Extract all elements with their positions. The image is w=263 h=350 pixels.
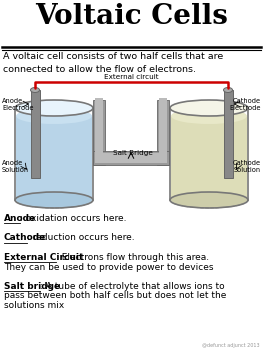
Ellipse shape bbox=[224, 88, 232, 92]
Text: : reduction occurs here.: : reduction occurs here. bbox=[27, 233, 134, 243]
Text: Anode: Anode bbox=[4, 214, 36, 223]
Bar bbox=[16, 116, 92, 200]
Text: Cathode
Solution: Cathode Solution bbox=[233, 160, 261, 174]
Bar bbox=[93, 151, 169, 165]
Text: : A tube of electrolyte that allows ions to: : A tube of electrolyte that allows ions… bbox=[40, 282, 224, 291]
Text: Voltaic Cells: Voltaic Cells bbox=[35, 3, 228, 30]
Text: Anode
Solution: Anode Solution bbox=[2, 160, 29, 174]
Bar bbox=[171, 116, 247, 200]
Bar bbox=[31, 90, 39, 178]
Text: External circuit: External circuit bbox=[104, 74, 158, 80]
Text: They can be used to provide power to devices: They can be used to provide power to dev… bbox=[4, 262, 214, 272]
Bar bbox=[95, 98, 103, 161]
Ellipse shape bbox=[16, 192, 92, 208]
Text: Cathode: Cathode bbox=[4, 233, 46, 243]
Ellipse shape bbox=[15, 100, 93, 116]
Ellipse shape bbox=[16, 108, 92, 124]
Text: solutions mix: solutions mix bbox=[4, 301, 64, 310]
Text: @defunct adjunct 2013: @defunct adjunct 2013 bbox=[202, 343, 260, 348]
Bar bbox=[95, 153, 167, 163]
Text: Anode
Electrode: Anode Electrode bbox=[2, 98, 33, 112]
Ellipse shape bbox=[171, 108, 247, 124]
Ellipse shape bbox=[171, 192, 247, 208]
Text: Cathode
Electrode: Cathode Electrode bbox=[230, 98, 261, 112]
Text: Salt bridge: Salt bridge bbox=[4, 282, 60, 291]
Text: Salt Bridge: Salt Bridge bbox=[113, 150, 153, 156]
Text: : Electrons flow through this area.: : Electrons flow through this area. bbox=[56, 253, 209, 262]
Bar bbox=[157, 100, 169, 165]
Text: External Circuit: External Circuit bbox=[4, 253, 83, 262]
Bar bbox=[224, 90, 232, 178]
Ellipse shape bbox=[31, 88, 39, 92]
Text: A voltaic cell consists of two half cells that are
connected to allow the flow o: A voltaic cell consists of two half cell… bbox=[3, 52, 223, 74]
Ellipse shape bbox=[170, 100, 248, 116]
Text: : oxidation occurs here.: : oxidation occurs here. bbox=[20, 214, 127, 223]
Text: pass between both half cells but does not let the: pass between both half cells but does no… bbox=[4, 292, 226, 301]
Bar bbox=[159, 98, 167, 161]
Bar bbox=[93, 100, 105, 165]
